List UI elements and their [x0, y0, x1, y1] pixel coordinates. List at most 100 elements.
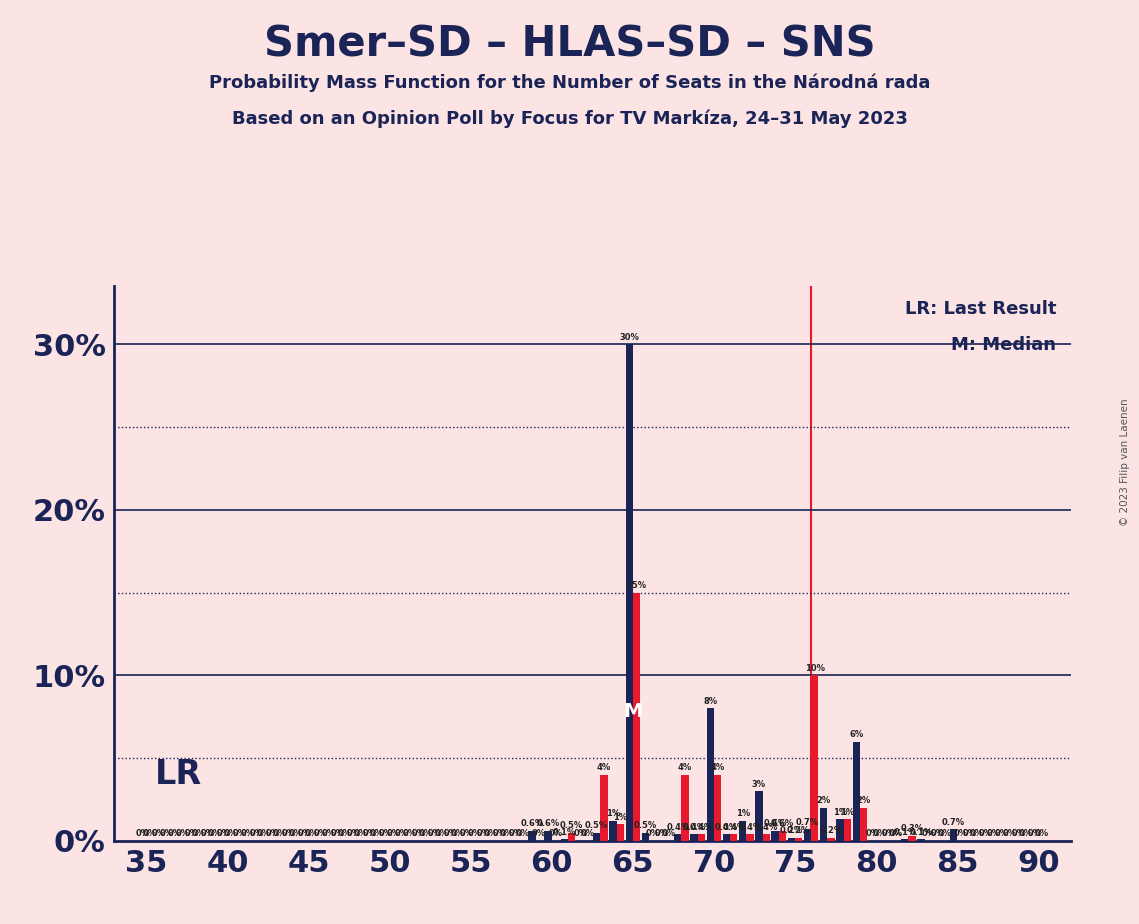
Text: 10%: 10%: [805, 663, 825, 673]
Bar: [568, 833, 575, 841]
Text: 0%: 0%: [169, 830, 182, 838]
Text: 0.4%: 0.4%: [722, 822, 745, 832]
Text: 0%: 0%: [581, 830, 595, 838]
Text: 0%: 0%: [548, 830, 563, 838]
Text: 0%: 0%: [314, 830, 328, 838]
Bar: [674, 834, 681, 841]
Text: 0.6%: 0.6%: [536, 820, 559, 829]
Text: 0.4%: 0.4%: [715, 822, 738, 832]
Text: 1%: 1%: [606, 809, 620, 819]
Bar: [827, 837, 835, 841]
Bar: [739, 821, 746, 841]
Text: 0.2%: 0.2%: [787, 826, 810, 835]
Text: 0.7%: 0.7%: [796, 818, 819, 827]
Text: 0.6%: 0.6%: [521, 820, 543, 829]
Text: 0%: 0%: [516, 830, 530, 838]
Text: 0%: 0%: [265, 830, 279, 838]
Text: 0%: 0%: [289, 830, 303, 838]
Text: M: M: [623, 702, 642, 722]
Text: 0%: 0%: [256, 830, 271, 838]
Text: 0%: 0%: [532, 830, 547, 838]
Bar: [600, 774, 608, 841]
Bar: [901, 839, 909, 841]
Text: 6%: 6%: [849, 730, 863, 739]
Text: 0%: 0%: [573, 830, 588, 838]
Text: 0.4%: 0.4%: [666, 822, 689, 832]
Bar: [820, 808, 827, 841]
Text: 0.5%: 0.5%: [633, 821, 657, 830]
Bar: [755, 791, 762, 841]
Text: 0%: 0%: [888, 830, 903, 838]
Text: 0%: 0%: [411, 830, 426, 838]
Bar: [853, 742, 860, 841]
Text: 0%: 0%: [362, 830, 377, 838]
Text: 2%: 2%: [857, 796, 870, 805]
Text: 0%: 0%: [272, 830, 287, 838]
Text: 0%: 0%: [500, 830, 514, 838]
Text: 0%: 0%: [191, 830, 206, 838]
Text: 1%: 1%: [833, 808, 847, 817]
Bar: [723, 834, 730, 841]
Text: 0%: 0%: [1011, 830, 1025, 838]
Text: 0%: 0%: [662, 830, 675, 838]
Text: 0%: 0%: [346, 830, 361, 838]
Text: 0.4%: 0.4%: [754, 822, 778, 832]
Text: 0%: 0%: [444, 830, 458, 838]
Bar: [917, 839, 925, 841]
Bar: [909, 836, 916, 841]
Text: 4%: 4%: [678, 763, 693, 772]
Text: 0%: 0%: [305, 830, 319, 838]
Text: 0.3%: 0.3%: [901, 824, 924, 833]
Text: 0%: 0%: [200, 830, 214, 838]
Bar: [746, 834, 754, 841]
Text: Probability Mass Function for the Number of Seats in the Národná rada: Probability Mass Function for the Number…: [208, 74, 931, 92]
Text: 0%: 0%: [962, 830, 977, 838]
Text: 0.4%: 0.4%: [682, 822, 706, 832]
Bar: [811, 675, 819, 841]
Bar: [706, 709, 714, 841]
Text: 0%: 0%: [467, 830, 482, 838]
Text: 0%: 0%: [159, 830, 173, 838]
Bar: [593, 833, 600, 841]
Text: 0%: 0%: [1002, 830, 1016, 838]
Text: M: Median: M: Median: [951, 336, 1056, 354]
Bar: [795, 837, 802, 841]
Bar: [771, 831, 779, 841]
Bar: [641, 833, 649, 841]
Text: 4%: 4%: [711, 763, 724, 772]
Text: 0%: 0%: [483, 830, 498, 838]
Bar: [950, 829, 957, 841]
Text: LR: Last Result: LR: Last Result: [904, 300, 1056, 318]
Text: 0%: 0%: [937, 830, 952, 838]
Text: 0%: 0%: [1027, 830, 1042, 838]
Text: 3%: 3%: [752, 780, 765, 789]
Bar: [544, 831, 551, 841]
Text: 0%: 0%: [872, 830, 887, 838]
Text: 0%: 0%: [224, 830, 238, 838]
Text: 0.6%: 0.6%: [763, 820, 787, 829]
Text: 0%: 0%: [646, 830, 659, 838]
Text: 0%: 0%: [509, 830, 523, 838]
Text: LR: LR: [155, 759, 202, 791]
Text: 0%: 0%: [185, 830, 198, 838]
Text: 0.2%: 0.2%: [780, 826, 803, 835]
Text: 15%: 15%: [626, 581, 647, 590]
Text: 0.5%: 0.5%: [585, 821, 608, 830]
Text: 0%: 0%: [866, 830, 879, 838]
Text: 0%: 0%: [216, 830, 231, 838]
Text: 0%: 0%: [1018, 830, 1033, 838]
Text: 1%: 1%: [736, 809, 749, 819]
Text: 0%: 0%: [354, 830, 368, 838]
Text: 0.4%: 0.4%: [738, 822, 762, 832]
Text: 0%: 0%: [175, 830, 189, 838]
Text: 0%: 0%: [281, 830, 296, 838]
Text: 0%: 0%: [379, 830, 393, 838]
Text: 0%: 0%: [1035, 830, 1049, 838]
Text: 0%: 0%: [476, 830, 490, 838]
Text: 0%: 0%: [402, 830, 417, 838]
Text: 0.6%: 0.6%: [771, 820, 794, 829]
Text: 0%: 0%: [142, 830, 157, 838]
Bar: [860, 808, 867, 841]
Bar: [616, 824, 624, 841]
Text: 0%: 0%: [207, 830, 222, 838]
